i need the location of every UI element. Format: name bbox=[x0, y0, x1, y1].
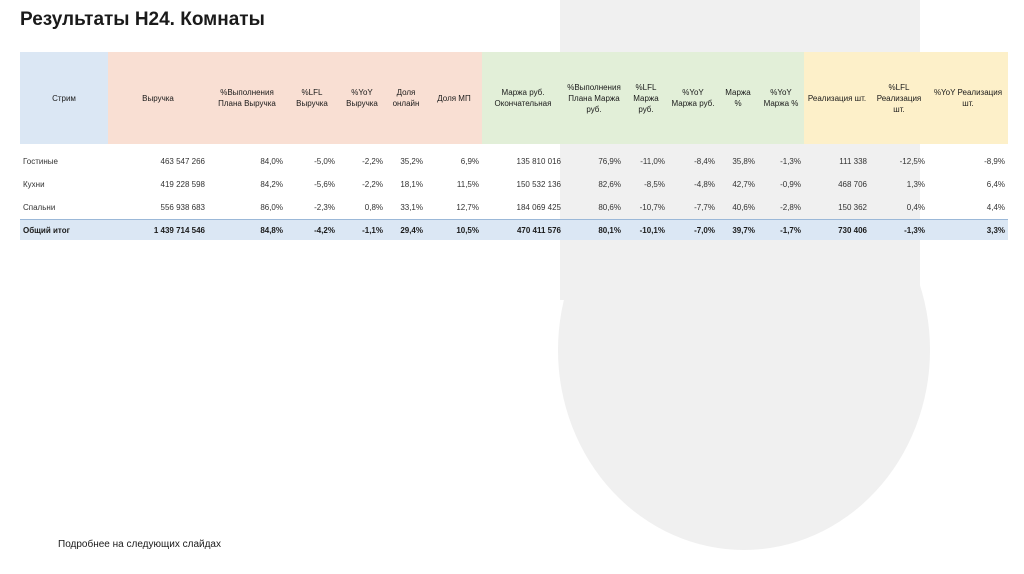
cell-margin-yoy: -7,0% bbox=[668, 219, 718, 240]
cell-margin-pct: 40,6% bbox=[732, 203, 755, 212]
cell-revenue-lfl: -5,6% bbox=[314, 180, 335, 189]
table-row-spalni: Спальни 556 938 683 86,0% -2,3% 0,8% 33,… bbox=[20, 196, 1008, 220]
cell-margin-plan: 82,6% bbox=[598, 180, 621, 189]
header-revenue-plan: %Выполнения Плана Выручка bbox=[208, 52, 286, 144]
cell-revenue-plan: 86,0% bbox=[260, 203, 283, 212]
cell-units-yoy: -8,9% bbox=[984, 157, 1005, 166]
cell-margin: 184 069 425 bbox=[516, 203, 562, 212]
table-row-gostinye: Гостиные 463 547 266 84,0% -5,0% -2,2% 3… bbox=[20, 150, 1008, 173]
header-margin-yoy: %YoY Маржа руб. bbox=[668, 52, 718, 144]
header-units: Реализация шт. bbox=[804, 52, 870, 144]
cell-online-share: 29,4% bbox=[386, 219, 426, 240]
header-online-share: Доля онлайн bbox=[386, 52, 426, 144]
header-revenue: Выручка bbox=[108, 52, 208, 144]
header-stream: Стрим bbox=[20, 52, 108, 144]
cell-online-share: 33,1% bbox=[400, 203, 423, 212]
cell-margin-pct: 35,8% bbox=[732, 157, 755, 166]
cell-units-lfl: 1,3% bbox=[906, 180, 925, 189]
cell-margin-plan: 80,1% bbox=[564, 219, 624, 240]
cell-margin: 150 532 136 bbox=[516, 180, 562, 189]
cell-margin-pct: 39,7% bbox=[718, 219, 758, 240]
table-row-kuhni: Кухни 419 228 598 84,2% -5,6% -2,2% 18,1… bbox=[20, 173, 1008, 196]
cell-units-lfl: -1,3% bbox=[870, 219, 928, 240]
cell-margin-pct-yoy: -1,7% bbox=[758, 219, 804, 240]
header-units-lfl: %LFL Реализация шт. bbox=[870, 52, 928, 144]
cell-revenue-lfl: -5,0% bbox=[314, 157, 335, 166]
cell-margin-pct-yoy: -2,8% bbox=[780, 203, 801, 212]
row-name: Гостиные bbox=[23, 157, 58, 166]
cell-units: 111 338 bbox=[839, 157, 867, 166]
row-name: Спальни bbox=[23, 203, 56, 212]
footer-note: Подробнее на следующих слайдах bbox=[58, 539, 221, 550]
cell-revenue-lfl: -4,2% bbox=[286, 219, 338, 240]
cell-margin-plan: 80,6% bbox=[598, 203, 621, 212]
cell-margin: 470 411 576 bbox=[482, 219, 564, 240]
row-name: Кухни bbox=[23, 180, 45, 189]
cell-revenue: 1 439 714 546 bbox=[108, 219, 208, 240]
cell-revenue-plan: 84,8% bbox=[208, 219, 286, 240]
cell-margin-lfl: -10,7% bbox=[639, 203, 665, 212]
header-revenue-yoy: %YoY Выручка bbox=[338, 52, 386, 144]
cell-mp-share: 10,5% bbox=[426, 219, 482, 240]
cell-revenue-yoy: -2,2% bbox=[362, 157, 383, 166]
header-margin-pct-yoy: %YoY Маржа % bbox=[758, 52, 804, 144]
cell-revenue-yoy: 0,8% bbox=[364, 203, 383, 212]
cell-mp-share: 12,7% bbox=[456, 203, 479, 212]
cell-revenue-plan: 84,0% bbox=[260, 157, 283, 166]
row-name: Общий итог bbox=[20, 219, 108, 240]
cell-margin-pct: 42,7% bbox=[732, 180, 755, 189]
cell-margin-lfl: -11,0% bbox=[640, 157, 665, 166]
cell-units: 150 362 bbox=[838, 203, 867, 212]
cell-margin-lfl: -8,5% bbox=[644, 180, 665, 189]
cell-revenue-lfl: -2,3% bbox=[314, 203, 335, 212]
cell-units-yoy: 6,4% bbox=[986, 180, 1005, 189]
cell-margin-yoy: -4,8% bbox=[694, 180, 715, 189]
cell-revenue-yoy: -1,1% bbox=[338, 219, 386, 240]
cell-units-lfl: -12,5% bbox=[899, 157, 925, 166]
slide-title: Результаты H24. Комнаты bbox=[20, 9, 265, 30]
cell-margin: 135 810 016 bbox=[516, 157, 562, 166]
cell-online-share: 18,1% bbox=[400, 180, 423, 189]
cell-revenue-plan: 84,2% bbox=[260, 180, 283, 189]
cell-units: 468 706 bbox=[838, 180, 867, 189]
header-margin: Маржа руб. Окончательная bbox=[482, 52, 564, 144]
cell-margin-lfl: -10,1% bbox=[624, 219, 668, 240]
cell-revenue: 556 938 683 bbox=[160, 203, 206, 212]
header-units-yoy: %YoY Реализация шт. bbox=[928, 52, 1008, 144]
results-table: Стрим Выручка %Выполнения Плана Выручка … bbox=[20, 52, 1008, 240]
header-margin-plan: %Выполнения Плана Маржа руб. bbox=[564, 52, 624, 144]
table-row-total: Общий итог 1 439 714 546 84,8% -4,2% -1,… bbox=[20, 219, 1008, 240]
cell-units-yoy: 4,4% bbox=[986, 203, 1005, 212]
cell-margin-pct-yoy: -1,3% bbox=[780, 157, 801, 166]
cell-revenue: 419 228 598 bbox=[160, 180, 206, 189]
header-margin-pct: Маржа % bbox=[718, 52, 758, 144]
cell-revenue-yoy: -2,2% bbox=[362, 180, 383, 189]
cell-online-share: 35,2% bbox=[400, 157, 423, 166]
cell-units-lfl: 0,4% bbox=[906, 203, 925, 212]
cell-margin-pct-yoy: -0,9% bbox=[780, 180, 801, 189]
header-margin-lfl: %LFL Маржа руб. bbox=[624, 52, 668, 144]
cell-units: 730 406 bbox=[804, 219, 870, 240]
table-header-row: Стрим Выручка %Выполнения Плана Выручка … bbox=[20, 52, 1008, 144]
cell-units-yoy: 3,3% bbox=[928, 219, 1008, 240]
cell-margin-yoy: -8,4% bbox=[694, 157, 715, 166]
cell-revenue: 463 547 266 bbox=[160, 157, 206, 166]
header-mp-share: Доля МП bbox=[426, 52, 482, 144]
cell-mp-share: 11,5% bbox=[456, 180, 479, 189]
cell-margin-plan: 76,9% bbox=[598, 157, 621, 166]
header-revenue-lfl: %LFL Выручка bbox=[286, 52, 338, 144]
cell-margin-yoy: -7,7% bbox=[694, 203, 715, 212]
cell-mp-share: 6,9% bbox=[460, 157, 479, 166]
background-decoration-circle bbox=[558, 150, 930, 550]
